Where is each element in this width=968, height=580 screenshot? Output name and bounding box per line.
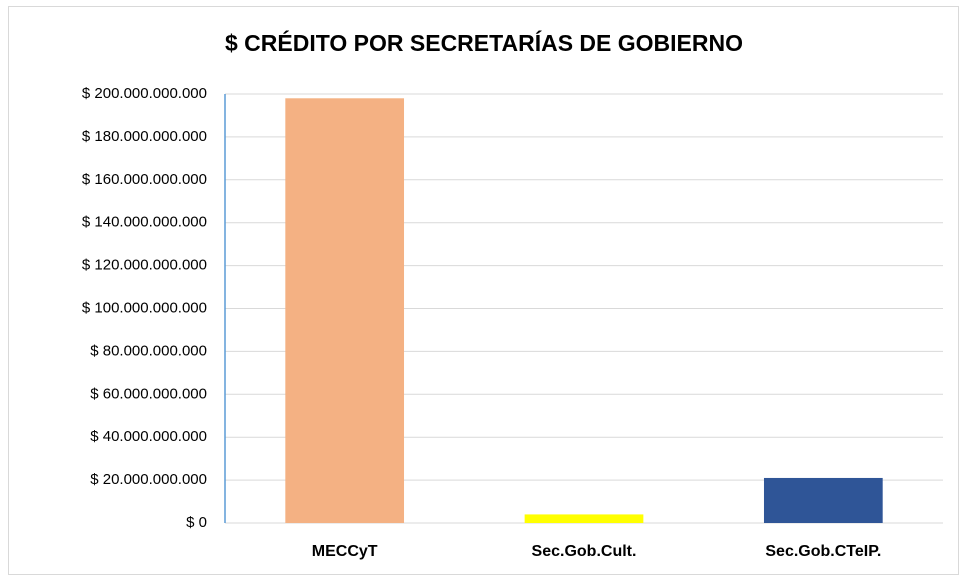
y-tick-label: $ 160.000.000.000	[82, 171, 207, 188]
y-tick-label: $ 140.000.000.000	[82, 214, 207, 231]
x-tick-label: Sec.Gob.Cult.	[532, 543, 637, 560]
bar	[763, 477, 883, 523]
y-tick-label: $ 60.000.000.000	[90, 385, 207, 402]
x-tick-label: MECCyT	[312, 543, 378, 560]
bar	[524, 514, 644, 523]
y-tick-label: $ 0	[186, 514, 207, 531]
y-tick-label: $ 20.000.000.000	[90, 471, 207, 488]
x-tick-label: Sec.Gob.CTeIP.	[765, 543, 881, 560]
y-tick-label: $ 100.000.000.000	[82, 299, 207, 316]
y-tick-label: $ 200.000.000.000	[82, 85, 207, 102]
bar	[285, 98, 405, 523]
y-tick-label: $ 180.000.000.000	[82, 128, 207, 145]
y-tick-label: $ 120.000.000.000	[82, 257, 207, 274]
y-tick-label: $ 40.000.000.000	[90, 428, 207, 445]
y-tick-label: $ 80.000.000.000	[90, 342, 207, 359]
chart-title: $ CRÉDITO POR SECRETARÍAS DE GOBIERNO	[225, 29, 743, 56]
